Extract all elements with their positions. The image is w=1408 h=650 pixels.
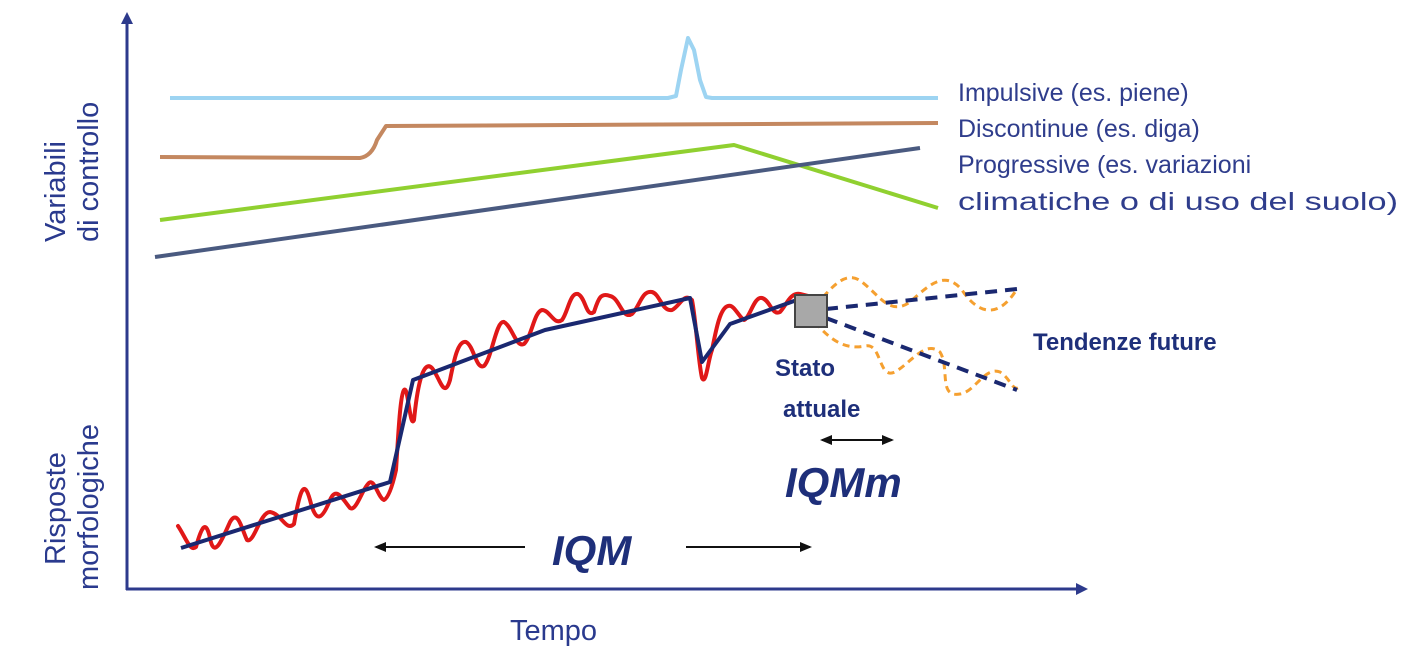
response-trend-line: [180, 294, 809, 550]
legend-impulsive: Impulsive (es. piene): [958, 79, 1189, 107]
progressive-slate-line: [154, 146, 921, 259]
current-state-box: [794, 294, 828, 328]
x-label: Tempo: [510, 615, 597, 647]
legend-discontinue: Discontinue (es. diga): [958, 115, 1200, 143]
iqm-label: IQM: [552, 527, 632, 575]
future-trend-upper: [825, 287, 1018, 311]
y-label-top-2: di controllo: [73, 102, 105, 242]
y-label-bottom-1: Risposte: [40, 452, 72, 565]
future-orange-lower: [813, 321, 1019, 396]
y-label-bottom-2: morfologiche: [73, 424, 105, 590]
progressive-green-line: [159, 143, 939, 222]
tendenze-future-label: Tendenze future: [1033, 329, 1217, 356]
future-orange-upper: [813, 276, 1017, 312]
stato-label-2: attuale: [783, 396, 860, 423]
y-label-top-1: Variabili: [40, 141, 72, 242]
impulsive-line: [170, 36, 938, 100]
discontinue-line: [159, 121, 939, 160]
legend-progressive-1: Progressive (es. variazioni: [958, 151, 1251, 179]
iqmm-label: IQMm: [785, 459, 902, 507]
future-trend-lower: [825, 316, 1018, 392]
stato-label-1: Stato: [775, 355, 835, 382]
response-red-curve: [176, 289, 810, 551]
legend-progressive-2: climatiche o di uso del suolo): [958, 188, 1398, 216]
